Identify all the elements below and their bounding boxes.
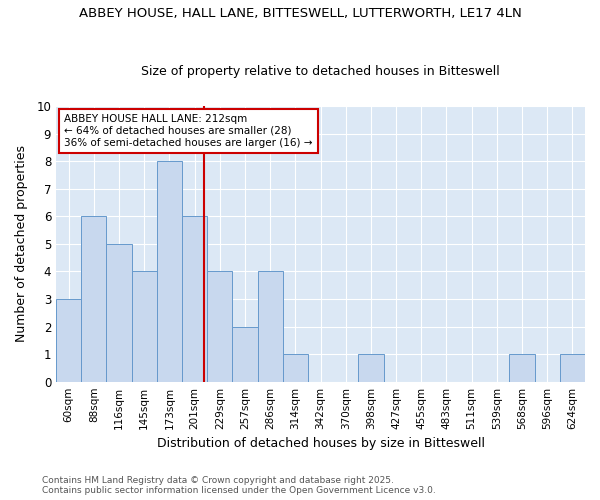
Bar — [106, 244, 131, 382]
Text: ABBEY HOUSE HALL LANE: 212sqm
← 64% of detached houses are smaller (28)
36% of s: ABBEY HOUSE HALL LANE: 212sqm ← 64% of d… — [64, 114, 313, 148]
Bar — [81, 216, 106, 382]
X-axis label: Distribution of detached houses by size in Bitteswell: Distribution of detached houses by size … — [157, 437, 485, 450]
Bar — [207, 272, 232, 382]
Text: ABBEY HOUSE, HALL LANE, BITTESWELL, LUTTERWORTH, LE17 4LN: ABBEY HOUSE, HALL LANE, BITTESWELL, LUTT… — [79, 8, 521, 20]
Bar — [283, 354, 308, 382]
Title: Size of property relative to detached houses in Bitteswell: Size of property relative to detached ho… — [141, 66, 500, 78]
Bar — [257, 272, 283, 382]
Bar — [182, 216, 207, 382]
Bar — [560, 354, 585, 382]
Text: Contains HM Land Registry data © Crown copyright and database right 2025.
Contai: Contains HM Land Registry data © Crown c… — [42, 476, 436, 495]
Y-axis label: Number of detached properties: Number of detached properties — [15, 146, 28, 342]
Bar — [157, 161, 182, 382]
Bar — [56, 299, 81, 382]
Bar — [131, 272, 157, 382]
Bar — [509, 354, 535, 382]
Bar — [358, 354, 383, 382]
Bar — [232, 326, 257, 382]
